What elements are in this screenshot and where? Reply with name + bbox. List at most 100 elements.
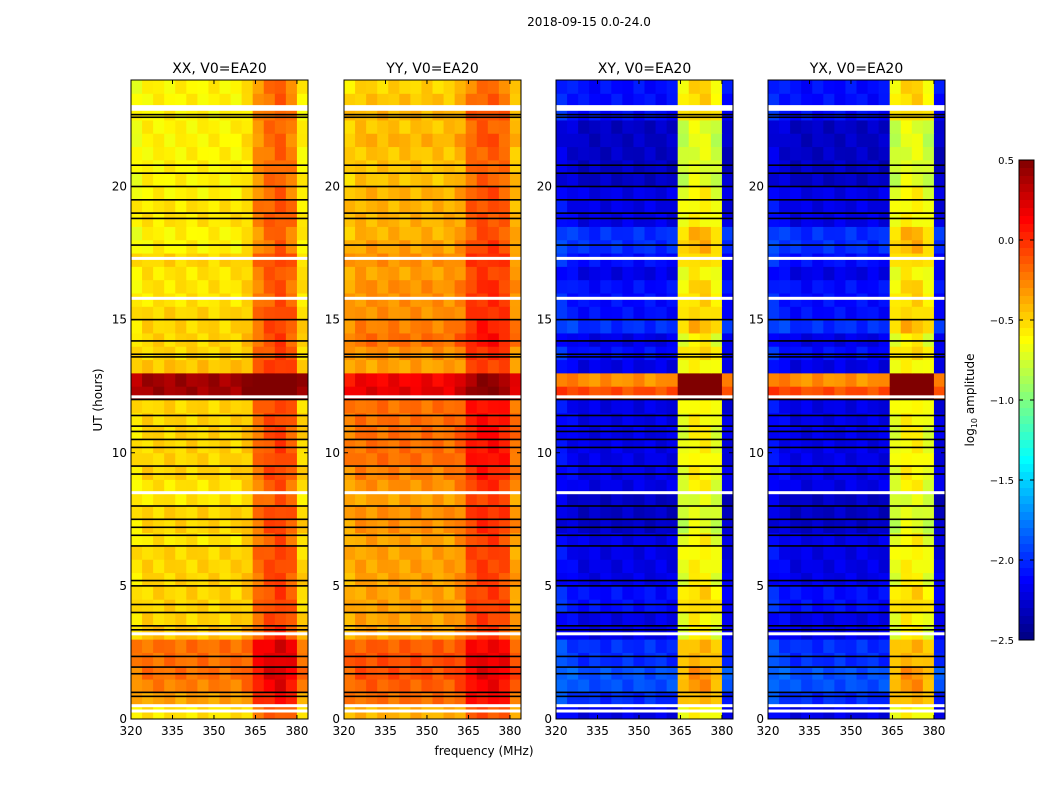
heatmap-cell xyxy=(867,466,880,480)
heatmap-cell xyxy=(410,705,422,720)
heatmap-cell xyxy=(633,106,645,121)
heatmap-cell xyxy=(790,679,802,693)
heatmap-cell xyxy=(922,93,935,108)
heatmap-cell xyxy=(878,545,891,560)
heatmap-cell xyxy=(131,239,143,254)
heatmap-cell xyxy=(655,386,668,400)
heatmap-cell xyxy=(197,492,209,507)
heatmap-cell xyxy=(432,253,445,267)
heatmap-cell xyxy=(432,93,445,108)
heatmap-cell xyxy=(476,199,489,214)
heatmap-cell xyxy=(933,266,946,281)
heatmap-cell xyxy=(476,332,489,347)
heatmap-cell xyxy=(399,386,411,400)
flagged-row-black xyxy=(131,113,308,116)
heatmap-cell xyxy=(889,146,902,161)
heatmap-cell xyxy=(186,359,198,374)
heatmap-cell xyxy=(710,559,723,574)
heatmap-cell xyxy=(366,639,378,653)
colorbar-segment xyxy=(1019,608,1034,617)
heatmap-cell xyxy=(344,599,356,613)
heatmap-cell xyxy=(263,306,276,321)
heatmap-cell xyxy=(677,545,690,560)
heatmap-cell xyxy=(878,466,891,480)
heatmap-cell xyxy=(241,93,254,108)
heatmap-cell xyxy=(655,253,668,267)
heatmap-cell xyxy=(768,665,780,680)
heatmap-cell xyxy=(208,93,220,108)
heatmap-cell xyxy=(410,332,422,347)
heatmap-cell xyxy=(388,266,400,281)
panel-title: YY, V0=EA20 xyxy=(385,61,478,77)
heatmap-cell xyxy=(219,612,232,627)
heatmap-cell xyxy=(186,665,198,680)
heatmap-cell xyxy=(153,266,165,281)
flagged-row-black xyxy=(131,185,308,188)
heatmap-cell xyxy=(252,80,265,94)
heatmap-cell xyxy=(454,319,467,334)
heatmap-cell xyxy=(241,279,254,294)
heatmap-cell xyxy=(344,572,356,587)
heatmap-cell xyxy=(509,133,522,148)
heatmap-cell xyxy=(388,585,400,600)
heatmap-cell xyxy=(344,119,356,134)
heatmap-cell xyxy=(377,519,389,534)
heatmap-cell xyxy=(285,146,298,161)
heatmap-cell xyxy=(878,106,891,121)
heatmap-cell xyxy=(388,226,400,241)
heatmap-cell xyxy=(454,492,467,507)
heatmap-cell xyxy=(666,639,679,653)
heatmap-cell xyxy=(834,133,846,148)
flagged-row-black xyxy=(556,414,733,417)
heatmap-cell xyxy=(688,545,701,560)
heatmap-cell xyxy=(263,319,276,334)
heatmap-cell xyxy=(432,479,445,494)
heatmap-cell xyxy=(388,80,400,94)
heatmap-cell xyxy=(399,293,411,307)
heatmap-cell xyxy=(285,266,298,281)
heatmap-cell xyxy=(589,466,601,480)
heatmap-cell xyxy=(476,186,489,201)
heatmap-cell xyxy=(208,372,220,387)
heatmap-cell xyxy=(219,599,232,613)
heatmap-cell xyxy=(721,665,734,680)
y-tick-label: 20 xyxy=(325,180,340,194)
colorbar-tick-label: −1.0 xyxy=(990,396,1014,407)
colorbar-segment xyxy=(1019,464,1034,473)
heatmap-cell xyxy=(175,705,187,720)
heatmap-cell xyxy=(845,439,857,454)
heatmap-cell xyxy=(768,213,780,227)
heatmap-cell xyxy=(688,332,701,347)
colorbar-tick-label: 0.0 xyxy=(998,236,1014,247)
heatmap-cell xyxy=(230,545,243,560)
heatmap-cell xyxy=(175,239,187,254)
heatmap-cell xyxy=(175,319,187,334)
heatmap-cell xyxy=(465,452,478,467)
heatmap-cell xyxy=(487,93,500,108)
heatmap-cell xyxy=(432,665,445,680)
heatmap-cell xyxy=(812,359,824,374)
heatmap-cell xyxy=(296,173,309,187)
heatmap-cell xyxy=(252,639,265,653)
heatmap-cell xyxy=(845,332,857,347)
heatmap-cell xyxy=(900,253,913,267)
heatmap-cell xyxy=(889,359,902,374)
heatmap-cell xyxy=(611,293,623,307)
heatmap-cell xyxy=(721,559,734,574)
heatmap-cell xyxy=(856,346,869,361)
heatmap-cell xyxy=(845,266,857,281)
heatmap-cell xyxy=(164,106,176,121)
colorbar-segment xyxy=(1019,632,1034,641)
heatmap-cell xyxy=(142,80,154,94)
heatmap-cell xyxy=(432,239,445,254)
heatmap-cell xyxy=(578,519,590,534)
heatmap-cell xyxy=(476,559,489,574)
heatmap-cell xyxy=(219,639,232,653)
heatmap-cell xyxy=(175,279,187,294)
heatmap-cell xyxy=(285,399,298,414)
heatmap-cell xyxy=(922,399,935,414)
heatmap-cell xyxy=(699,80,712,94)
heatmap-cell xyxy=(823,492,835,507)
heatmap-cell xyxy=(834,293,846,307)
heatmap-cell xyxy=(230,119,243,134)
